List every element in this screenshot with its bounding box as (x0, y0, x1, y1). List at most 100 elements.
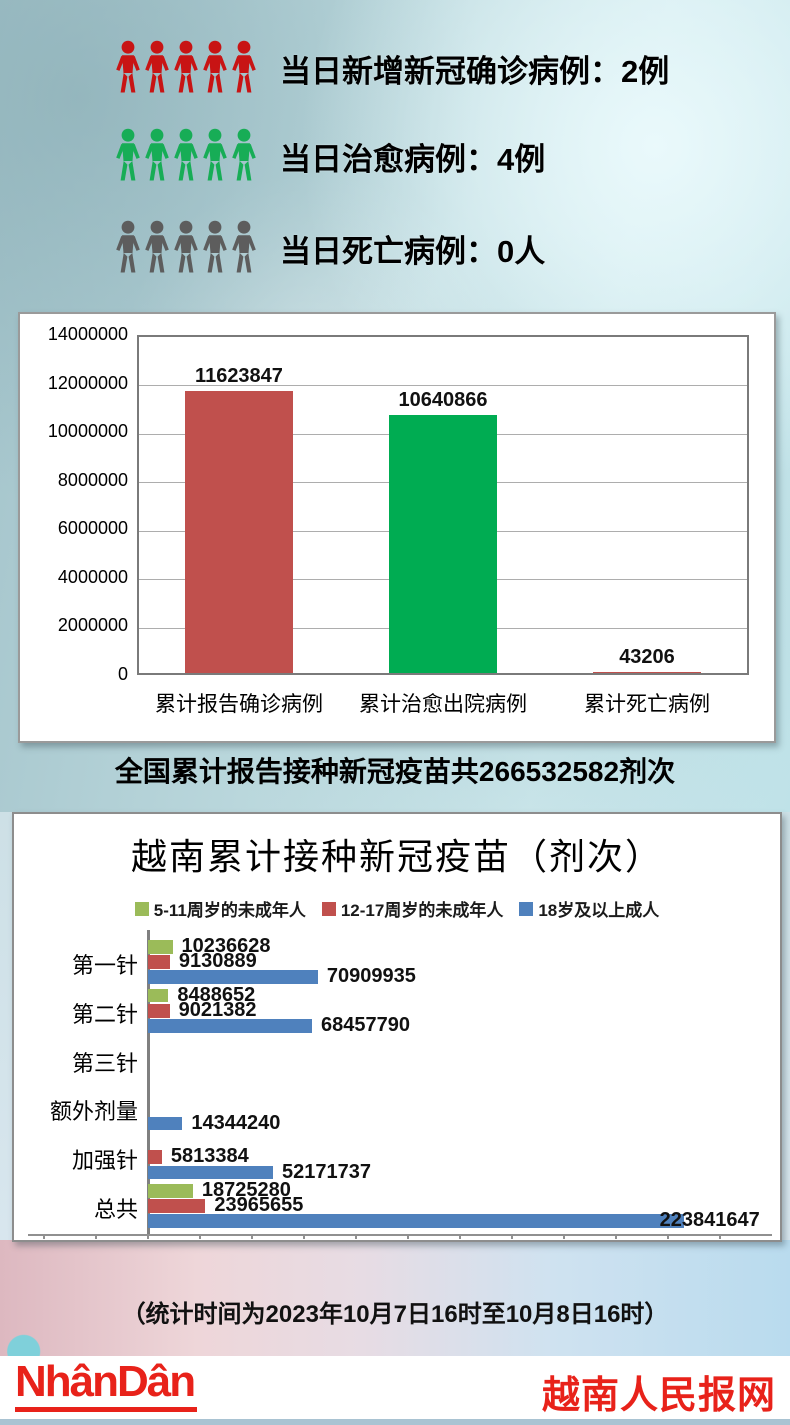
bar (148, 1116, 183, 1131)
y-axis-tick-label: 12000000 (47, 372, 128, 393)
x-axis-category-label: 累计死亡病例 (584, 692, 710, 716)
y-axis-tick-label: 6000000 (57, 518, 128, 539)
bar (148, 940, 173, 954)
person-icon (171, 39, 201, 97)
y-axis-category-label: 第一针 (71, 953, 138, 978)
bar-value-label: 10640866 (398, 388, 488, 411)
person-icon (142, 219, 172, 277)
bar (148, 970, 318, 984)
y-axis-tick-label: 10000000 (47, 421, 128, 442)
y-axis-tick-label: 14000000 (47, 324, 128, 344)
x-axis-tick (459, 1234, 461, 1239)
person-icon (229, 127, 259, 185)
x-axis-tick (719, 1234, 721, 1239)
bar-value-label: 70909935 (326, 965, 416, 988)
x-axis-tick (43, 1234, 45, 1239)
bar-value-label: 8488652 (177, 983, 256, 1006)
legend-item: 18岁及以上成人 (519, 896, 659, 921)
x-axis-tick (95, 1234, 97, 1239)
bar (148, 1165, 273, 1180)
bar-value-label: 52171737 (282, 1160, 371, 1183)
bar (148, 1019, 313, 1033)
bar (389, 414, 497, 673)
bottom-background (0, 1240, 790, 1356)
person-icon (113, 127, 143, 185)
nhandan-logo: NhânDân (15, 1357, 196, 1406)
x-axis-category-label: 累计治愈出院病例 (359, 692, 527, 716)
bar-value-label: 23965655 (214, 1194, 304, 1217)
bar-value-label: 68457790 (321, 1014, 411, 1037)
person-icon (142, 39, 172, 97)
vaccination-chart-legend: 5-11周岁的未成年人 12-17周岁的未成年人 18岁及以上成人 (14, 896, 780, 921)
legend-label: 18岁及以上成人 (538, 901, 660, 920)
vaccination-chart: 越南累计接种新冠疫苗（剂次） 5-11周岁的未成年人 12-17周岁的未成年人 18… (12, 812, 782, 1242)
vaccine-headline: 全国累计报告接种新冠疫苗共266532582剂次 (114, 756, 676, 787)
x-axis-line (28, 1234, 772, 1236)
bar (148, 1199, 206, 1213)
x-axis-tick (563, 1234, 565, 1239)
legend-label: 12-17周岁的未成年人 (340, 901, 504, 920)
bar (148, 955, 170, 969)
bar-value-label: 5813384 (170, 1145, 249, 1168)
person-icon (142, 127, 172, 185)
bar-value-label: 9021382 (178, 999, 257, 1021)
x-axis-tick (147, 1234, 149, 1239)
x-axis-tick (407, 1234, 409, 1239)
x-axis-tick (199, 1234, 201, 1239)
person-icon-group-green (113, 127, 258, 185)
bar-value-label: 9130889 (178, 950, 257, 973)
x-axis-category-label: 累计报告确诊病例 (155, 692, 323, 716)
bar (148, 1150, 162, 1164)
x-axis-tick (251, 1234, 253, 1239)
footer-bar: NhânDân 越南人民报网 (0, 1356, 790, 1419)
cumulative-cases-plot-area: 11623847 10640866 43206 (137, 335, 749, 675)
legend-swatch (321, 901, 336, 916)
daily-new-cases-label: 当日新增新冠确诊病例：2例 (280, 53, 670, 89)
legend-swatch (134, 901, 149, 916)
bar (148, 1004, 170, 1018)
person-icon (171, 219, 201, 277)
legend-item: 12-17周岁的未成年人 (321, 896, 504, 921)
legend-item: 5-11周岁的未成年人 (134, 896, 306, 921)
bar-value-label: 10236628 (181, 935, 271, 957)
x-axis-tick (355, 1234, 357, 1239)
y-axis-category-label: 加强针 (71, 1148, 138, 1174)
bottom-edge-strip (0, 1419, 790, 1425)
y-axis-tick-label: 2000000 (57, 615, 128, 636)
person-icon (229, 39, 259, 97)
gridline (139, 385, 747, 387)
y-axis-tick-label: 0 (117, 664, 128, 684)
person-icon (200, 219, 230, 277)
legend-label: 5-11周岁的未成年人 (153, 901, 306, 920)
bar (148, 1184, 193, 1198)
daily-death-cases-row: 当日死亡病例：0人 (113, 218, 545, 278)
bar-value-label: 14344240 (191, 1111, 281, 1134)
person-icon (229, 219, 259, 277)
x-axis-tick (511, 1234, 513, 1239)
bar (148, 988, 169, 1003)
person-icon-group-gray (113, 219, 258, 277)
daily-cured-cases-row: 当日治愈病例：4例 (113, 126, 545, 186)
vaccination-chart-title: 越南累计接种新冠疫苗（剂次） (130, 837, 663, 877)
x-axis-tick (615, 1234, 617, 1239)
bar (185, 390, 293, 673)
y-axis-line (147, 930, 150, 1236)
legend-swatch (519, 901, 534, 916)
daily-new-cases-row: 当日新增新冠确诊病例：2例 (113, 38, 669, 98)
y-axis-tick-label: 4000000 (57, 566, 128, 587)
nhandan-logo-underline (15, 1407, 197, 1412)
site-name-label: 越南人民报网 (541, 1375, 776, 1417)
x-axis-tick (303, 1234, 305, 1239)
bar-value-label: 223841647 (659, 1209, 760, 1232)
x-axis-tick (667, 1234, 669, 1239)
bar-value-label: 18725280 (201, 1179, 291, 1201)
person-icon (200, 127, 230, 185)
person-icon (171, 127, 201, 185)
person-icon (113, 219, 143, 277)
person-icon-group-red (113, 39, 258, 97)
daily-death-cases-label: 当日死亡病例：0人 (280, 233, 546, 269)
statistics-period-note: （统计时间为2023年10月7日16时至10月8日16时） (121, 1301, 669, 1328)
y-axis-tick-label: 8000000 (57, 469, 128, 490)
person-icon (113, 39, 143, 97)
y-axis-category-label: 第三针 (71, 1050, 138, 1076)
